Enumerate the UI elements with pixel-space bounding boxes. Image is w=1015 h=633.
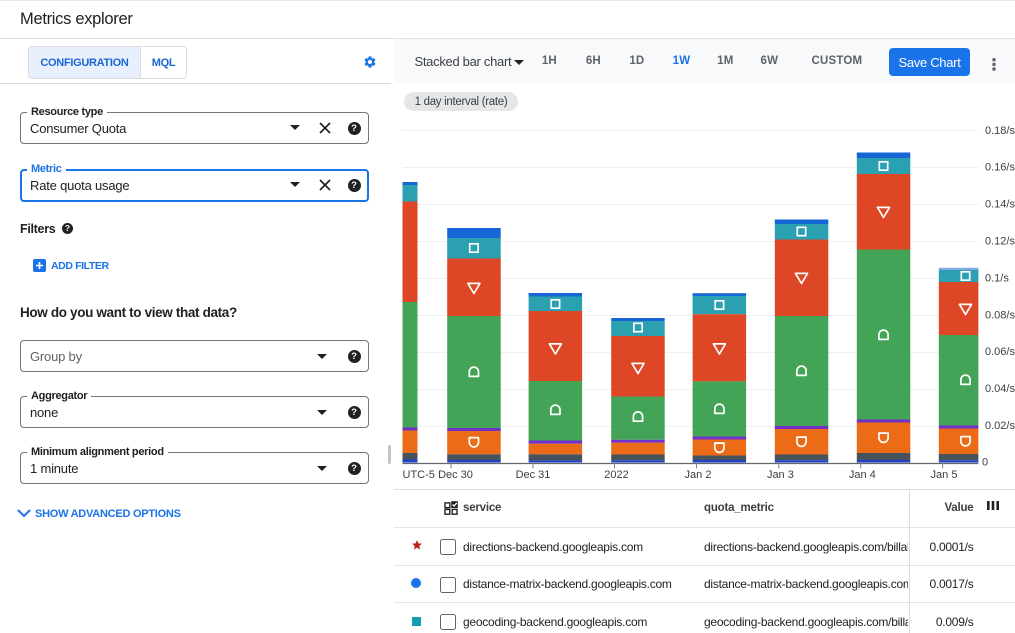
svg-text:0.08/s: 0.08/s <box>985 309 1015 321</box>
svg-text:0.06/s: 0.06/s <box>985 346 1015 358</box>
svg-text:Dec 31: Dec 31 <box>516 469 551 481</box>
svg-text:0: 0 <box>982 456 988 468</box>
svg-text:2022: 2022 <box>604 469 628 481</box>
svg-text:0.1/s: 0.1/s <box>985 272 1009 284</box>
svg-text:UTC-5: UTC-5 <box>403 469 435 481</box>
svg-text:Jan 4: Jan 4 <box>849 469 876 481</box>
svg-text:0.02/s: 0.02/s <box>985 420 1015 432</box>
svg-text:0.18/s: 0.18/s <box>985 125 1015 137</box>
svg-text:0.12/s: 0.12/s <box>985 236 1015 248</box>
svg-text:Dec 30: Dec 30 <box>438 469 473 481</box>
svg-text:Jan 5: Jan 5 <box>931 469 958 481</box>
svg-text:Jan 3: Jan 3 <box>767 469 794 481</box>
svg-text:Jan 2: Jan 2 <box>685 469 712 481</box>
svg-text:0.04/s: 0.04/s <box>985 383 1015 395</box>
svg-text:0.16/s: 0.16/s <box>985 162 1015 174</box>
svg-text:0.14/s: 0.14/s <box>985 199 1015 211</box>
